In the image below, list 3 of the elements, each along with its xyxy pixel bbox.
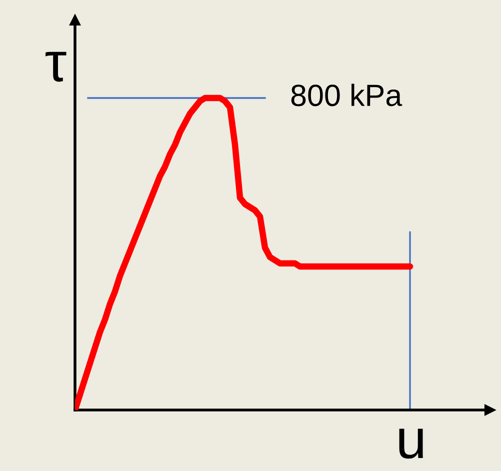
y-axis-title: τ [46, 52, 66, 82]
x-axis-title: u [399, 428, 423, 459]
ref-line-label: 800 kPa [291, 84, 402, 106]
